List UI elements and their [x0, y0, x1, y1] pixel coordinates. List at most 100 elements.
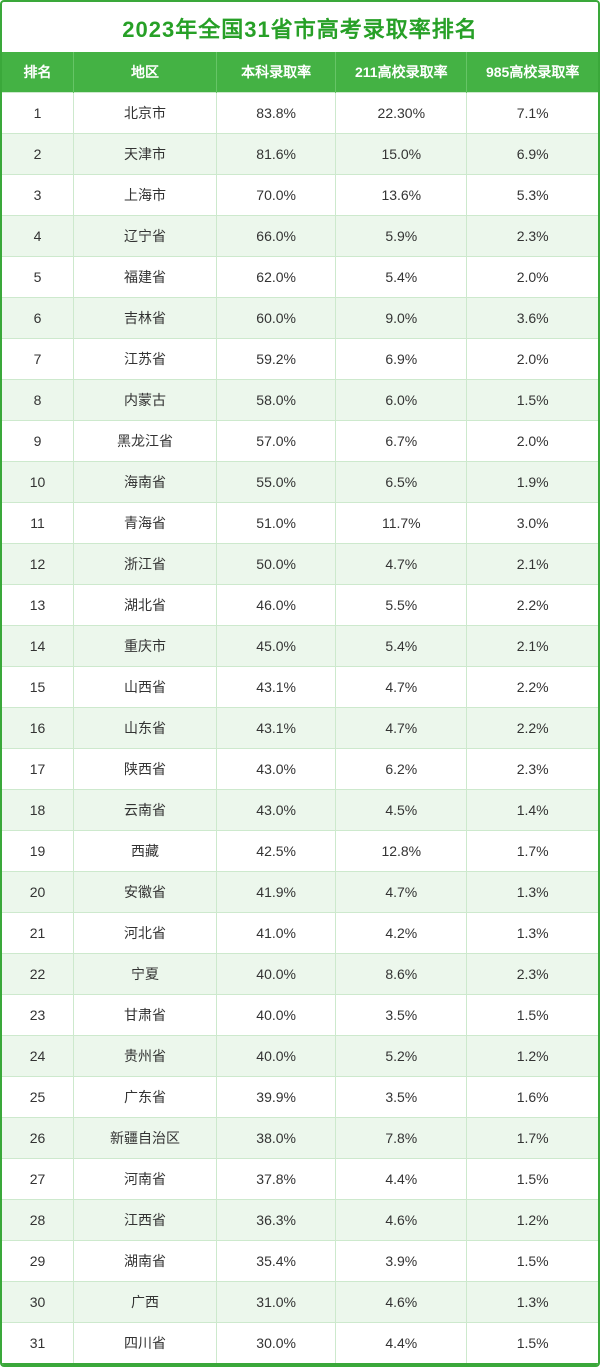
table-title: 2023年全国31省市高考录取率排名: [2, 2, 598, 52]
cell-985: 2.2%: [467, 585, 598, 626]
cell-benke: 62.0%: [217, 257, 336, 298]
cell-rank: 27: [2, 1159, 74, 1200]
cell-region: 陕西省: [74, 749, 217, 790]
cell-985: 2.3%: [467, 749, 598, 790]
cell-985: 2.0%: [467, 421, 598, 462]
cell-benke: 35.4%: [217, 1241, 336, 1282]
cell-211: 4.7%: [336, 872, 467, 913]
cell-region: 吉林省: [74, 298, 217, 339]
cell-985: 1.7%: [467, 831, 598, 872]
cell-985: 2.0%: [467, 339, 598, 380]
cell-985: 6.9%: [467, 134, 598, 175]
cell-region: 贵州省: [74, 1036, 217, 1077]
col-header-rank: 排名: [2, 52, 74, 93]
cell-rank: 22: [2, 954, 74, 995]
cell-benke: 70.0%: [217, 175, 336, 216]
cell-region: 湖北省: [74, 585, 217, 626]
table-row: 15山西省43.1%4.7%2.2%: [2, 667, 598, 708]
table-row: 26新疆自治区38.0%7.8%1.7%: [2, 1118, 598, 1159]
cell-985: 1.5%: [467, 995, 598, 1036]
table-row: 17陕西省43.0%6.2%2.3%: [2, 749, 598, 790]
cell-211: 5.4%: [336, 257, 467, 298]
cell-985: 1.6%: [467, 1077, 598, 1118]
cell-region: 山东省: [74, 708, 217, 749]
cell-benke: 40.0%: [217, 995, 336, 1036]
cell-benke: 43.1%: [217, 708, 336, 749]
table-row: 27河南省37.8%4.4%1.5%: [2, 1159, 598, 1200]
cell-rank: 18: [2, 790, 74, 831]
col-header-985: 985高校录取率: [467, 52, 598, 93]
ranking-table-container: 2023年全国31省市高考录取率排名 排名 地区 本科录取率 211高校录取率 …: [0, 0, 600, 1367]
cell-985: 2.2%: [467, 667, 598, 708]
cell-region: 广西: [74, 1282, 217, 1323]
table-row: 5福建省62.0%5.4%2.0%: [2, 257, 598, 298]
cell-211: 4.4%: [336, 1323, 467, 1365]
cell-211: 6.7%: [336, 421, 467, 462]
cell-rank: 3: [2, 175, 74, 216]
cell-211: 13.6%: [336, 175, 467, 216]
cell-benke: 37.8%: [217, 1159, 336, 1200]
table-row: 21河北省41.0%4.2%1.3%: [2, 913, 598, 954]
table-row: 11青海省51.0%11.7%3.0%: [2, 503, 598, 544]
cell-rank: 31: [2, 1323, 74, 1365]
table-row: 19西藏42.5%12.8%1.7%: [2, 831, 598, 872]
cell-985: 1.2%: [467, 1036, 598, 1077]
cell-211: 4.5%: [336, 790, 467, 831]
cell-rank: 14: [2, 626, 74, 667]
cell-211: 11.7%: [336, 503, 467, 544]
cell-region: 浙江省: [74, 544, 217, 585]
cell-rank: 29: [2, 1241, 74, 1282]
cell-rank: 24: [2, 1036, 74, 1077]
cell-985: 5.3%: [467, 175, 598, 216]
cell-211: 5.2%: [336, 1036, 467, 1077]
cell-benke: 60.0%: [217, 298, 336, 339]
table-row: 20安徽省41.9%4.7%1.3%: [2, 872, 598, 913]
cell-211: 4.7%: [336, 667, 467, 708]
cell-985: 1.5%: [467, 380, 598, 421]
cell-211: 4.7%: [336, 708, 467, 749]
cell-region: 黑龙江省: [74, 421, 217, 462]
cell-211: 4.2%: [336, 913, 467, 954]
cell-211: 4.4%: [336, 1159, 467, 1200]
cell-benke: 59.2%: [217, 339, 336, 380]
cell-benke: 41.9%: [217, 872, 336, 913]
table-row: 8内蒙古58.0%6.0%1.5%: [2, 380, 598, 421]
cell-985: 2.1%: [467, 544, 598, 585]
cell-985: 7.1%: [467, 93, 598, 134]
cell-985: 3.0%: [467, 503, 598, 544]
cell-211: 9.0%: [336, 298, 467, 339]
table-row: 18云南省43.0%4.5%1.4%: [2, 790, 598, 831]
col-header-211: 211高校录取率: [336, 52, 467, 93]
cell-985: 2.3%: [467, 216, 598, 257]
cell-benke: 57.0%: [217, 421, 336, 462]
cell-rank: 1: [2, 93, 74, 134]
cell-region: 广东省: [74, 1077, 217, 1118]
cell-region: 山西省: [74, 667, 217, 708]
cell-985: 2.0%: [467, 257, 598, 298]
cell-region: 辽宁省: [74, 216, 217, 257]
cell-region: 江西省: [74, 1200, 217, 1241]
cell-region: 河北省: [74, 913, 217, 954]
cell-rank: 19: [2, 831, 74, 872]
cell-benke: 38.0%: [217, 1118, 336, 1159]
cell-benke: 31.0%: [217, 1282, 336, 1323]
cell-211: 6.9%: [336, 339, 467, 380]
cell-211: 12.8%: [336, 831, 467, 872]
cell-211: 5.4%: [336, 626, 467, 667]
cell-benke: 83.8%: [217, 93, 336, 134]
cell-985: 1.5%: [467, 1241, 598, 1282]
cell-rank: 15: [2, 667, 74, 708]
table-row: 16山东省43.1%4.7%2.2%: [2, 708, 598, 749]
cell-region: 河南省: [74, 1159, 217, 1200]
table-row: 2天津市81.6%15.0%6.9%: [2, 134, 598, 175]
cell-211: 8.6%: [336, 954, 467, 995]
cell-211: 3.5%: [336, 1077, 467, 1118]
cell-rank: 9: [2, 421, 74, 462]
cell-region: 内蒙古: [74, 380, 217, 421]
cell-benke: 58.0%: [217, 380, 336, 421]
table-row: 6吉林省60.0%9.0%3.6%: [2, 298, 598, 339]
cell-985: 1.2%: [467, 1200, 598, 1241]
cell-rank: 21: [2, 913, 74, 954]
cell-985: 2.2%: [467, 708, 598, 749]
table-row: 7江苏省59.2%6.9%2.0%: [2, 339, 598, 380]
